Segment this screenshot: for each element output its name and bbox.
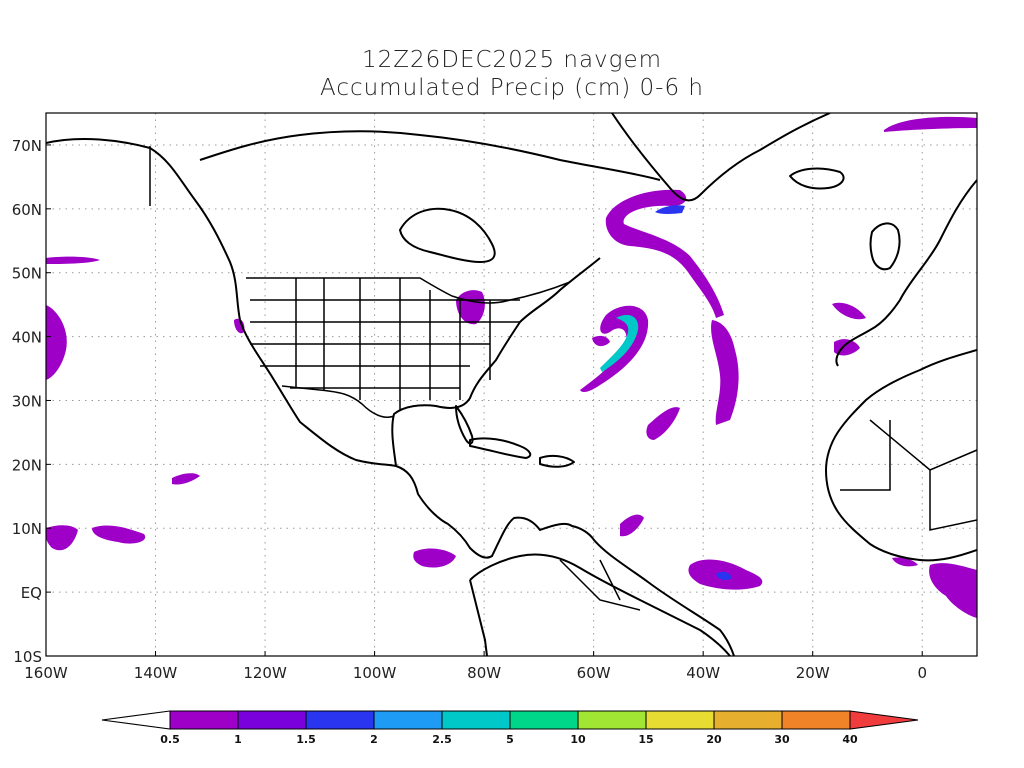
precip-pacific-15n bbox=[172, 473, 200, 485]
precip-itcz-east-pacific bbox=[413, 548, 456, 568]
lat-tick-label: 20N bbox=[12, 456, 42, 474]
colorbar-label: 20 bbox=[706, 733, 722, 746]
longitude-tick-labels: 160W 140W 120W 100W 80W 60W 40W 20W 0 bbox=[24, 651, 927, 682]
map-title-line2: Accumulated Precip (cm) 0-6 h bbox=[319, 75, 705, 101]
lon-tick-label: 80W bbox=[467, 664, 501, 682]
precip-spiral-outer bbox=[580, 305, 649, 393]
lon-tick-label: 120W bbox=[243, 664, 287, 682]
lat-tick-label: 70N bbox=[12, 137, 42, 155]
precip-caribbean bbox=[620, 514, 644, 537]
border-us-canada bbox=[246, 277, 571, 304]
colorbar-label: 5 bbox=[506, 733, 514, 746]
lon-tick-label: 140W bbox=[134, 664, 178, 682]
precip-pacific-10n bbox=[46, 525, 78, 551]
colorbar-swatch bbox=[509, 710, 579, 730]
coastline-south-america-west bbox=[469, 579, 488, 656]
colorbar-label: 15 bbox=[638, 733, 653, 746]
precip-pacific-10n-b bbox=[92, 525, 146, 544]
coastline-north-america bbox=[46, 137, 735, 656]
coastline-iceland bbox=[789, 167, 845, 190]
precip-pacific-50n bbox=[46, 256, 100, 264]
precip-atlantic-25n bbox=[646, 407, 680, 440]
precip-iberia bbox=[832, 302, 866, 320]
lat-tick-label: 50N bbox=[12, 265, 42, 283]
coastlines bbox=[46, 113, 977, 656]
colorbar-low-arrow bbox=[101, 710, 171, 730]
map-title-line1: 12Z26DEC2025 navgem bbox=[361, 47, 663, 73]
colorbar-label: 40 bbox=[842, 733, 858, 746]
precip-pacific-east bbox=[46, 305, 67, 380]
precip-greenland-band bbox=[605, 189, 724, 318]
colorbar-high-arrow bbox=[849, 710, 919, 730]
lat-tick-label: 10N bbox=[12, 520, 42, 538]
lat-tick-label: 30N bbox=[12, 392, 42, 410]
coastline-british-isles bbox=[869, 222, 901, 271]
precip-atlantic-eq-core bbox=[716, 571, 732, 581]
map-frame bbox=[45, 112, 978, 657]
lat-tick-label: 40N bbox=[12, 329, 42, 347]
precip-fields bbox=[46, 116, 977, 618]
border-south-america bbox=[559, 559, 641, 611]
latitude-tick-labels: 10S EQ 10N 20N 30N 40N 50N 60N 70N bbox=[12, 137, 51, 666]
coastline-hudson-bay bbox=[399, 207, 496, 263]
colorbar-swatch bbox=[577, 710, 647, 730]
colorbar-swatch bbox=[305, 710, 375, 730]
colorbar-label: 1 bbox=[234, 733, 242, 746]
lon-tick-label: 60W bbox=[577, 664, 611, 682]
coastline-greenland bbox=[611, 113, 831, 202]
coastline-florida bbox=[455, 405, 474, 445]
lon-tick-label: 0 bbox=[917, 664, 927, 682]
colorbar-swatch bbox=[713, 710, 783, 730]
precip-arctic-band bbox=[884, 116, 977, 132]
colorbar-label: 2 bbox=[370, 733, 378, 746]
colorbar-swatch bbox=[441, 710, 511, 730]
coastline-canada-arctic bbox=[199, 130, 661, 181]
coastline-us-east bbox=[391, 257, 601, 467]
precip-spiral-inner bbox=[600, 314, 639, 372]
colorbar-swatch bbox=[645, 710, 715, 730]
precip-nova-scotia bbox=[592, 335, 610, 347]
precip-africa-west bbox=[892, 557, 918, 567]
lat-tick-label: EQ bbox=[21, 584, 42, 602]
colorbar-swatch bbox=[237, 710, 307, 730]
colorbar-label: 30 bbox=[774, 733, 790, 746]
precip-midatlantic-band bbox=[711, 320, 739, 425]
political-borders bbox=[149, 146, 977, 611]
border-us-mexico bbox=[281, 385, 395, 418]
lat-tick-label: 10S bbox=[13, 648, 42, 666]
coastline-africa bbox=[825, 349, 977, 562]
coastline-europe bbox=[835, 179, 977, 367]
lon-tick-label: 160W bbox=[24, 664, 68, 682]
lon-tick-label: 100W bbox=[353, 664, 397, 682]
lon-tick-label: 20W bbox=[796, 664, 830, 682]
border-africa bbox=[840, 419, 977, 531]
coastline-south-america bbox=[469, 553, 731, 656]
colorbar-swatch bbox=[373, 710, 443, 730]
coastline-hispaniola bbox=[539, 454, 575, 468]
colorbar-label: 10 bbox=[570, 733, 586, 746]
colorbar-label: 2.5 bbox=[432, 733, 452, 746]
precip-gulf-guinea bbox=[929, 563, 977, 618]
coastline-cuba bbox=[469, 437, 532, 459]
colorbar-label: 1.5 bbox=[296, 733, 316, 746]
colorbar-label: 0.5 bbox=[160, 733, 180, 746]
colorbar-swatch bbox=[781, 710, 851, 730]
precip-greenland-core bbox=[655, 205, 685, 214]
lat-tick-label: 60N bbox=[12, 201, 42, 219]
colorbar: 0.5 1 1.5 2 2.5 5 10 15 20 30 40 bbox=[101, 710, 919, 746]
border-us-states-grid bbox=[250, 278, 520, 410]
colorbar-swatch bbox=[169, 710, 239, 730]
lon-tick-label: 40W bbox=[686, 664, 720, 682]
grid-lines bbox=[46, 113, 977, 656]
